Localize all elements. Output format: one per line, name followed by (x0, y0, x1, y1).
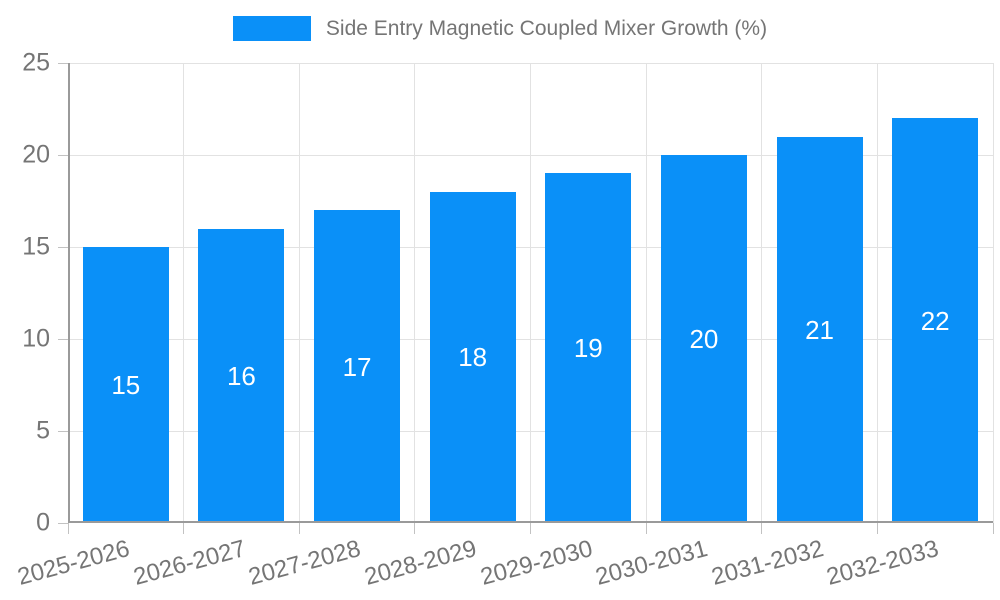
x-axis-line (68, 521, 993, 523)
y-tick-mark (58, 155, 68, 156)
bar[interactable] (429, 191, 516, 523)
gridline-vertical (414, 63, 416, 523)
y-tick-mark (58, 339, 68, 340)
legend-label: Side Entry Magnetic Coupled Mixer Growth… (325, 16, 768, 40)
gridline-vertical (183, 63, 185, 523)
gridline-vertical (298, 63, 300, 523)
y-tick-label: 15 (22, 232, 50, 261)
bar[interactable] (82, 247, 169, 523)
bar[interactable] (198, 228, 285, 523)
gridline-vertical (876, 63, 878, 523)
y-axis-line (68, 63, 70, 523)
legend[interactable]: Side Entry Magnetic Coupled Mixer Growth… (0, 16, 1000, 41)
x-tick-label: 2030-2031 (592, 535, 711, 591)
x-tick-mark (876, 523, 878, 534)
bar[interactable] (776, 136, 863, 523)
bar[interactable] (892, 118, 979, 523)
x-tick-mark (183, 523, 185, 534)
x-tick-mark (992, 523, 994, 534)
bar-value-label: 15 (111, 370, 141, 400)
gridline-vertical (530, 63, 531, 523)
bar[interactable] (545, 173, 632, 523)
y-tick-label: 10 (22, 324, 50, 353)
x-tick-mark (645, 523, 647, 534)
y-tick-label: 0 (36, 508, 50, 537)
x-tick-mark (414, 523, 416, 534)
x-tick-label: 2032-2033 (824, 535, 942, 591)
x-tick-label: 2025-2026 (14, 535, 133, 591)
x-tick-label: 2027-2028 (245, 535, 364, 591)
x-tick-label: 2029-2030 (477, 535, 596, 591)
x-tick-mark (67, 523, 69, 534)
bar-value-label: 21 (805, 314, 835, 345)
x-tick-mark (298, 523, 300, 534)
bar-value-label: 18 (458, 342, 488, 373)
x-tick-mark (530, 523, 531, 534)
bar-value-label: 17 (342, 351, 372, 382)
gridline-vertical (761, 63, 763, 523)
plot-area: 0 5 10 15 20 25 15 2025-2026 16 2026-2027 17 2027-2… (15, 50, 994, 591)
y-tick-label: 25 (22, 48, 50, 77)
legend-swatch-icon (232, 16, 311, 41)
x-tick-mark (761, 523, 763, 534)
x-tick-label: 2028-2029 (361, 535, 480, 591)
x-tick-label: 2031-2032 (708, 535, 827, 591)
gridline-vertical (645, 63, 647, 523)
bar-value-label: 22 (920, 305, 950, 336)
y-tick-mark (58, 523, 68, 524)
bar-value-label: 19 (573, 333, 603, 364)
y-tick-mark (58, 431, 68, 432)
bar-value-label: 20 (689, 324, 719, 354)
y-tick-mark (58, 247, 68, 248)
bar[interactable] (314, 210, 401, 523)
bar-value-label: 16 (226, 360, 256, 391)
x-tick-label: 2026-2027 (130, 535, 249, 591)
y-tick-mark (58, 63, 68, 64)
y-tick-label: 5 (36, 416, 50, 445)
gridline-vertical (992, 63, 994, 523)
y-tick-label: 20 (22, 140, 50, 169)
bar[interactable] (660, 155, 747, 523)
